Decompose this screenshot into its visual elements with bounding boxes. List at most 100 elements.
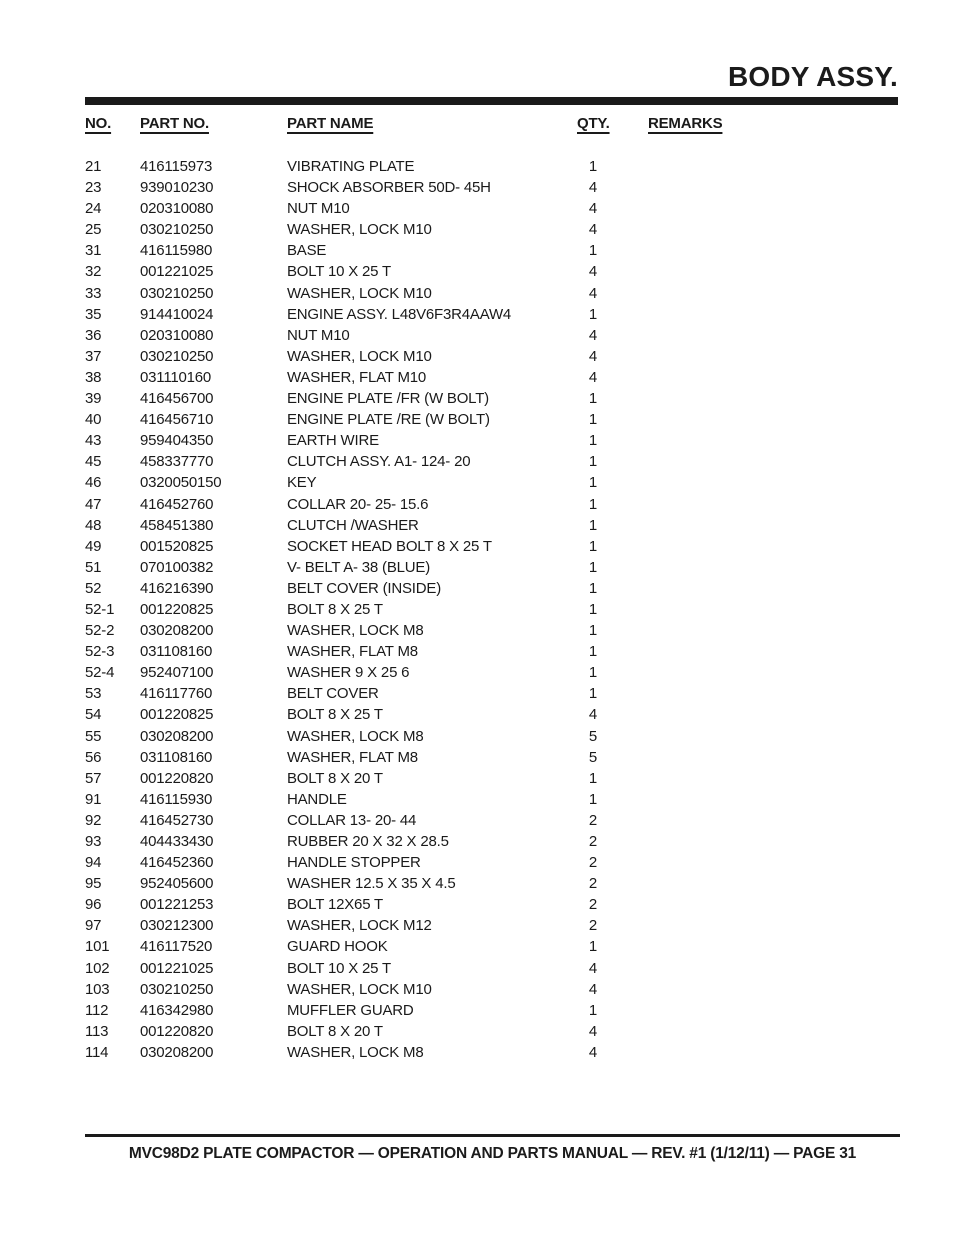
table-row: 96 001221253 BOLT 12X65 T 2 (85, 894, 898, 915)
cell-part-no: 416115973 (140, 158, 213, 175)
table-row: 92 416452730 COLLAR 13- 20- 44 2 (85, 810, 898, 831)
cell-part-no: 458337770 (140, 453, 214, 471)
cell-part-no: 416452360 (140, 854, 214, 872)
cell-part-no: 001221025 (140, 263, 214, 281)
cell-no: 55 (85, 727, 102, 745)
cell-part-name: NUT M10 (287, 200, 350, 218)
table-row: 95 952405600 WASHER 12.5 X 35 X 4.5 2 (85, 873, 898, 894)
cell-qty: 4 (588, 368, 598, 386)
cell-qty: 1 (588, 558, 598, 576)
cell-part-name: BASE (287, 242, 327, 260)
cell-no: 114 (85, 1043, 109, 1061)
cell-qty: 4 (588, 959, 598, 977)
cell-part-name: EARTH WIRE (287, 432, 379, 450)
cell-no: 101 (85, 938, 110, 956)
footer-text: MVC98D2 PLATE COMPACTOR — OPERATION AND … (128, 1145, 857, 1162)
cell-qty: 4 (588, 326, 598, 344)
cell-part-no: 030210250 (140, 284, 214, 302)
table-row: 39 416456700 ENGINE PLATE /FR (W BOLT) 1 (85, 388, 898, 409)
cell-no: 52-1 (85, 600, 115, 618)
table-row: 37 030210250 WASHER, LOCK M10 4 (85, 346, 898, 367)
table-row: 56 031108160 WASHER, FLAT M8 5 (85, 747, 898, 768)
cell-no: 95 (85, 875, 102, 893)
cell-no: 38 (85, 368, 102, 386)
table-row: 52-1 001220825 BOLT 8 X 25 T 1 (85, 599, 898, 620)
cell-part-name: BOLT 12X65 T (287, 896, 383, 914)
cell-no: 51 (85, 558, 102, 576)
cell-part-no: 416117760 (140, 685, 213, 703)
cell-no: 45 (85, 453, 102, 471)
cell-part-name: WASHER, LOCK M12 (287, 917, 432, 935)
table-row: 38 031110160 WASHER, FLAT M10 4 (85, 367, 898, 388)
cell-no: 37 (85, 347, 102, 365)
cell-part-name: BOLT 8 X 25 T (287, 600, 383, 618)
cell-qty: 1 (588, 158, 598, 175)
cell-no: 94 (85, 854, 102, 872)
column-header-remarks-label: REMARKS (648, 115, 723, 132)
cell-no: 52-4 (85, 664, 115, 682)
table-row: 113 001220820 BOLT 8 X 20 T 4 (85, 1021, 898, 1042)
cell-part-name: WASHER, LOCK M8 (287, 727, 424, 745)
cell-part-name: COLLAR 20- 25- 15.6 (287, 495, 429, 513)
cell-part-no: 020310080 (140, 200, 214, 218)
cell-part-no: 0320050150 (140, 474, 222, 492)
table-row: 49 001520825 SOCKET HEAD BOLT 8 X 25 T 1 (85, 536, 898, 557)
cell-part-name: ENGINE ASSY. L48V6F3R4AAW4 (287, 305, 512, 323)
cell-no: 52-2 (85, 622, 115, 640)
cell-part-no: 458451380 (140, 516, 214, 534)
cell-part-name: BOLT 10 X 25 T (287, 263, 391, 281)
cell-part-name: SOCKET HEAD BOLT 8 X 25 T (287, 537, 492, 555)
table-row: 102 001221025 BOLT 10 X 25 T 4 (85, 958, 898, 979)
table-row: 97 030212300 WASHER, LOCK M12 2 (85, 915, 898, 936)
cell-part-no: 416342980 (140, 1001, 214, 1019)
cell-no: 112 (85, 1001, 109, 1019)
parts-table-body: 21 416115973 VIBRATING PLATE 1 23 939010… (85, 156, 898, 1063)
cell-no: 40 (85, 411, 102, 429)
cell-no: 103 (85, 980, 110, 998)
cell-qty: 4 (588, 221, 598, 239)
cell-qty: 1 (588, 600, 598, 618)
cell-part-name: GUARD HOOK (287, 938, 388, 956)
cell-part-name: BOLT 8 X 20 T (287, 1022, 383, 1040)
cell-qty: 1 (588, 390, 598, 408)
cell-qty: 5 (588, 727, 598, 745)
cell-part-no: 001220825 (140, 706, 214, 724)
table-row: 52-3 031108160 WASHER, FLAT M8 1 (85, 641, 898, 662)
table-row: 35 914410024 ENGINE ASSY. L48V6F3R4AAW4 … (85, 304, 898, 325)
cell-part-name: BELT COVER (INSIDE) (287, 579, 442, 597)
cell-part-name: WASHER, LOCK M8 (287, 622, 424, 640)
cell-part-name: WASHER, LOCK M8 (287, 1043, 424, 1061)
cell-part-no: 030210250 (140, 980, 214, 998)
cell-part-name: MUFFLER GUARD (287, 1001, 414, 1019)
cell-part-name: V- BELT A- 38 (BLUE) (287, 558, 431, 576)
cell-no: 57 (85, 769, 102, 787)
cell-part-no: 001220820 (140, 1022, 214, 1040)
table-row: 53 416117760 BELT COVER 1 (85, 683, 898, 704)
cell-qty: 1 (588, 495, 598, 513)
table-row: 21 416115973 VIBRATING PLATE 1 (85, 156, 898, 177)
cell-no: 47 (85, 495, 102, 513)
cell-part-no: 416456710 (140, 411, 214, 429)
cell-qty: 1 (588, 790, 598, 808)
cell-part-name: CLUTCH ASSY. A1- 124- 20 (287, 453, 471, 471)
cell-part-no: 952407100 (140, 664, 214, 682)
cell-no: 25 (85, 221, 102, 239)
cell-part-name: CLUTCH /WASHER (287, 516, 419, 534)
table-row: 91 416115930 HANDLE 1 (85, 789, 898, 810)
table-row: 40 416456710 ENGINE PLATE /RE (W BOLT) 1 (85, 409, 898, 430)
table-row: 25 030210250 WASHER, LOCK M10 4 (85, 219, 898, 240)
cell-part-name: HANDLE (287, 790, 347, 808)
cell-part-no: 030210250 (140, 347, 214, 365)
cell-qty: 1 (588, 453, 598, 471)
cell-part-no: 030208200 (140, 1043, 214, 1061)
cell-part-name: WASHER, LOCK M10 (287, 347, 432, 365)
cell-no: 56 (85, 748, 102, 766)
cell-no: 32 (85, 263, 102, 281)
cell-no: 52 (85, 579, 102, 597)
cell-part-no: 416456700 (140, 390, 214, 408)
table-row: 57 001220820 BOLT 8 X 20 T 1 (85, 768, 898, 789)
cell-qty: 1 (588, 769, 598, 787)
cell-no: 46 (85, 474, 102, 492)
cell-part-name: SHOCK ABSORBER 50D- 45H (287, 179, 491, 197)
cell-no: 21 (85, 158, 102, 175)
